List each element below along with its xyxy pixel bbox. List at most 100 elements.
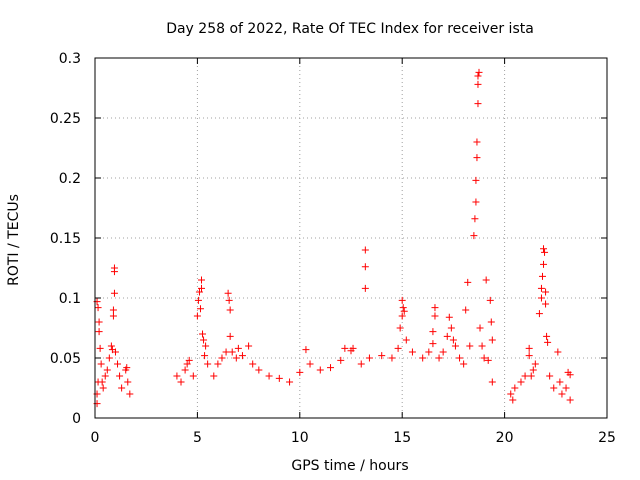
data-point: [201, 352, 209, 360]
data-point: [109, 306, 117, 314]
x-tick-label: 0: [91, 430, 100, 446]
y-tick-label: 0.25: [50, 111, 81, 127]
data-point: [114, 360, 122, 368]
data-point: [521, 372, 529, 380]
data-point: [398, 312, 406, 320]
data-point: [538, 272, 546, 280]
data-point: [197, 276, 205, 284]
data-point: [531, 360, 539, 368]
data-point: [511, 384, 519, 392]
data-point: [177, 378, 185, 386]
data-point: [222, 348, 230, 356]
data-point: [361, 284, 369, 292]
x-tick-label: 25: [598, 430, 616, 446]
data-point: [486, 296, 494, 304]
data-point: [546, 372, 554, 380]
data-point: [228, 348, 236, 356]
data-point: [388, 354, 396, 362]
data-point: [361, 246, 369, 254]
data-point: [199, 330, 207, 338]
data-point: [105, 354, 113, 362]
data-point: [509, 396, 517, 404]
data-point: [337, 356, 345, 364]
data-point: [425, 348, 433, 356]
data-point: [255, 366, 263, 374]
data-point: [529, 366, 537, 374]
data-point: [472, 176, 480, 184]
data-point: [173, 372, 181, 380]
data-point: [226, 306, 234, 314]
data-point: [97, 360, 105, 368]
data-point: [196, 305, 204, 313]
data-point: [537, 294, 545, 302]
data-point: [232, 354, 240, 362]
data-point: [296, 368, 304, 376]
data-point: [396, 324, 404, 332]
data-point: [540, 245, 548, 253]
data-point: [101, 372, 109, 380]
data-point: [234, 344, 242, 352]
data-point: [431, 312, 439, 320]
data-point: [443, 332, 451, 340]
y-tick-label: 0.1: [59, 291, 81, 307]
grid-lines: [95, 58, 607, 418]
data-point: [473, 138, 481, 146]
data-point: [195, 288, 203, 296]
data-point: [476, 324, 484, 332]
data-point: [474, 80, 482, 88]
data-point: [429, 340, 437, 348]
data-point: [475, 68, 483, 76]
data-point: [542, 300, 550, 308]
data-point: [535, 310, 543, 318]
data-point: [99, 384, 107, 392]
data-point: [110, 289, 118, 297]
data-point: [484, 356, 492, 364]
y-tick-label: 0.05: [50, 351, 81, 367]
data-point: [96, 344, 104, 352]
data-point: [456, 354, 464, 362]
data-point: [210, 372, 218, 380]
data-point: [542, 288, 550, 296]
data-point: [286, 378, 294, 386]
data-point: [566, 396, 574, 404]
data-point: [439, 348, 447, 356]
data-point: [537, 284, 545, 292]
data-point: [488, 336, 496, 344]
data-point: [214, 360, 222, 368]
data-point: [449, 336, 457, 344]
data-point: [470, 232, 478, 240]
data-point: [474, 72, 482, 80]
data-point: [194, 296, 202, 304]
data-point: [357, 360, 365, 368]
data-point: [225, 296, 233, 304]
data-point: [118, 384, 126, 392]
data-point: [218, 354, 226, 362]
data-point: [378, 352, 386, 360]
data-point: [527, 372, 535, 380]
data-point: [109, 312, 117, 320]
data-point: [398, 296, 406, 304]
data-point: [554, 348, 562, 356]
data-point: [341, 344, 349, 352]
data-point: [556, 378, 564, 386]
data-point: [543, 332, 551, 340]
data-point: [226, 332, 234, 340]
data-point: [110, 268, 118, 276]
data-point: [245, 342, 253, 350]
data-point: [447, 324, 455, 332]
data-point: [200, 336, 208, 344]
data-point: [95, 318, 103, 326]
data-point: [189, 372, 197, 380]
data-point: [525, 352, 533, 360]
data-point: [361, 263, 369, 271]
y-tick-label: 0.3: [59, 51, 81, 67]
data-point: [103, 366, 111, 374]
chart-title: Day 258 of 2022, Rate Of TEC Index for r…: [166, 21, 534, 37]
data-points: [93, 68, 574, 408]
data-point: [238, 352, 246, 360]
data-point: [473, 154, 481, 162]
data-point: [462, 306, 470, 314]
data-point: [124, 378, 132, 386]
data-point: [183, 360, 191, 368]
